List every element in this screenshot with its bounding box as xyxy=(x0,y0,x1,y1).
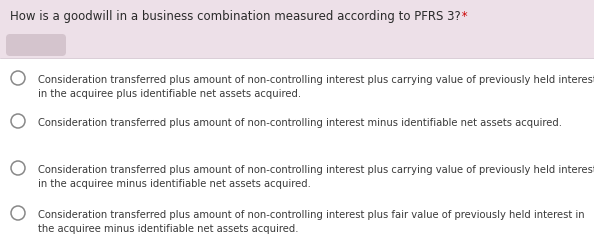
Text: Consideration transferred plus amount of non-controlling interest plus fair valu: Consideration transferred plus amount of… xyxy=(38,210,584,234)
FancyBboxPatch shape xyxy=(6,34,66,56)
Text: How is a goodwill in a business combination measured according to PFRS 3?: How is a goodwill in a business combinat… xyxy=(10,10,461,23)
Text: *: * xyxy=(458,10,467,23)
Text: Consideration transferred plus amount of non-controlling interest minus identifi: Consideration transferred plus amount of… xyxy=(38,118,562,128)
Bar xyxy=(0,0,594,58)
Text: Consideration transferred plus amount of non-controlling interest plus carrying : Consideration transferred plus amount of… xyxy=(38,165,594,189)
Text: Consideration transferred plus amount of non-controlling interest plus carrying : Consideration transferred plus amount of… xyxy=(38,75,594,99)
Bar xyxy=(0,58,594,250)
